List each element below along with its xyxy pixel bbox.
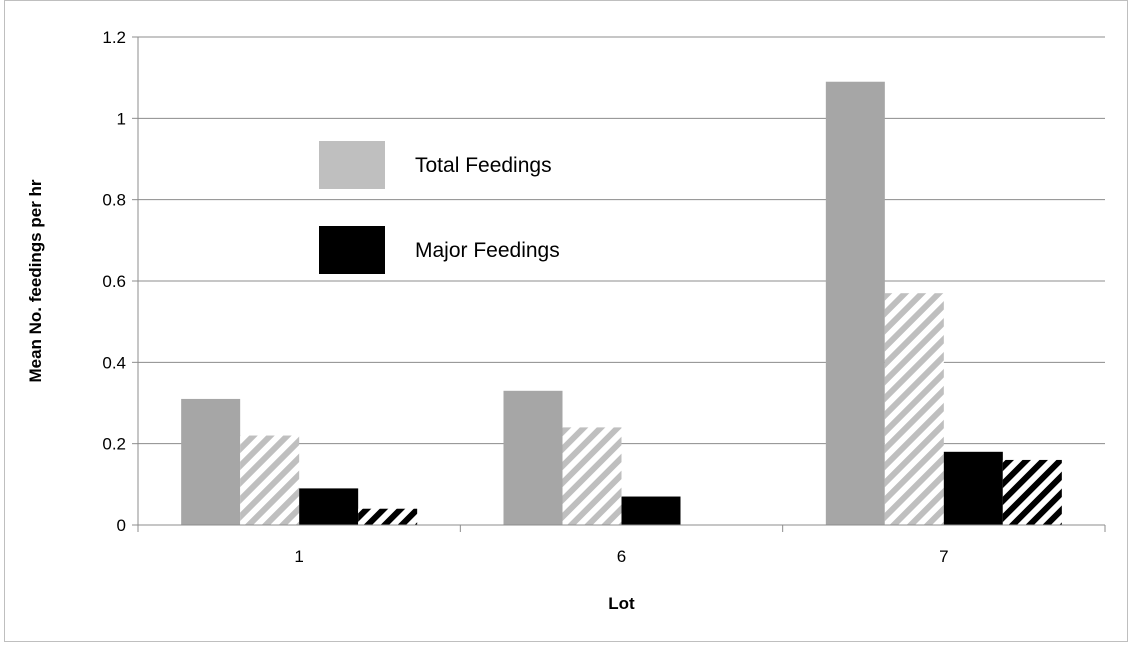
bar: [181, 399, 240, 525]
legend-label: Total Feedings: [415, 154, 552, 177]
x-tick-label: 7: [939, 547, 948, 566]
bar: [885, 293, 944, 525]
gridlines: [138, 37, 1105, 444]
y-tick-label: 1.2: [102, 28, 126, 47]
y-tick-label: 0.8: [102, 191, 126, 210]
y-axis-title: Mean No. feedings per hr: [26, 179, 45, 382]
legend-label: Major Feedings: [415, 239, 560, 262]
y-tick-label: 1: [117, 109, 126, 128]
legend-swatch: [319, 141, 385, 189]
bars: [181, 82, 1062, 525]
bar: [504, 391, 563, 525]
y-tick-label: 0.4: [102, 353, 126, 372]
bar-chart: 0 0.2 0.4 0.6 0.8 1 1.2 1 6 7 Total Feedings Major…: [5, 1, 1129, 643]
bar: [358, 509, 417, 525]
y-tick-label: 0.2: [102, 435, 126, 454]
bar: [944, 452, 1003, 525]
chart-frame: 0 0.2 0.4 0.6 0.8 1 1.2 1 6 7 Total Feedings Major…: [4, 0, 1128, 642]
x-tick-label: 1: [294, 547, 303, 566]
y-tick-label: 0.6: [102, 272, 126, 291]
bar: [240, 436, 299, 525]
bar: [1003, 460, 1062, 525]
legend-swatch: [319, 226, 385, 274]
y-tick-label: 0: [117, 516, 126, 535]
x-axis-title: Lot: [608, 594, 635, 613]
bar: [622, 497, 681, 525]
bar: [563, 427, 622, 525]
bar: [826, 82, 885, 525]
x-tick-label: 6: [617, 547, 626, 566]
legend: Total Feedings Major Feedings: [319, 141, 560, 274]
bar: [299, 488, 358, 525]
